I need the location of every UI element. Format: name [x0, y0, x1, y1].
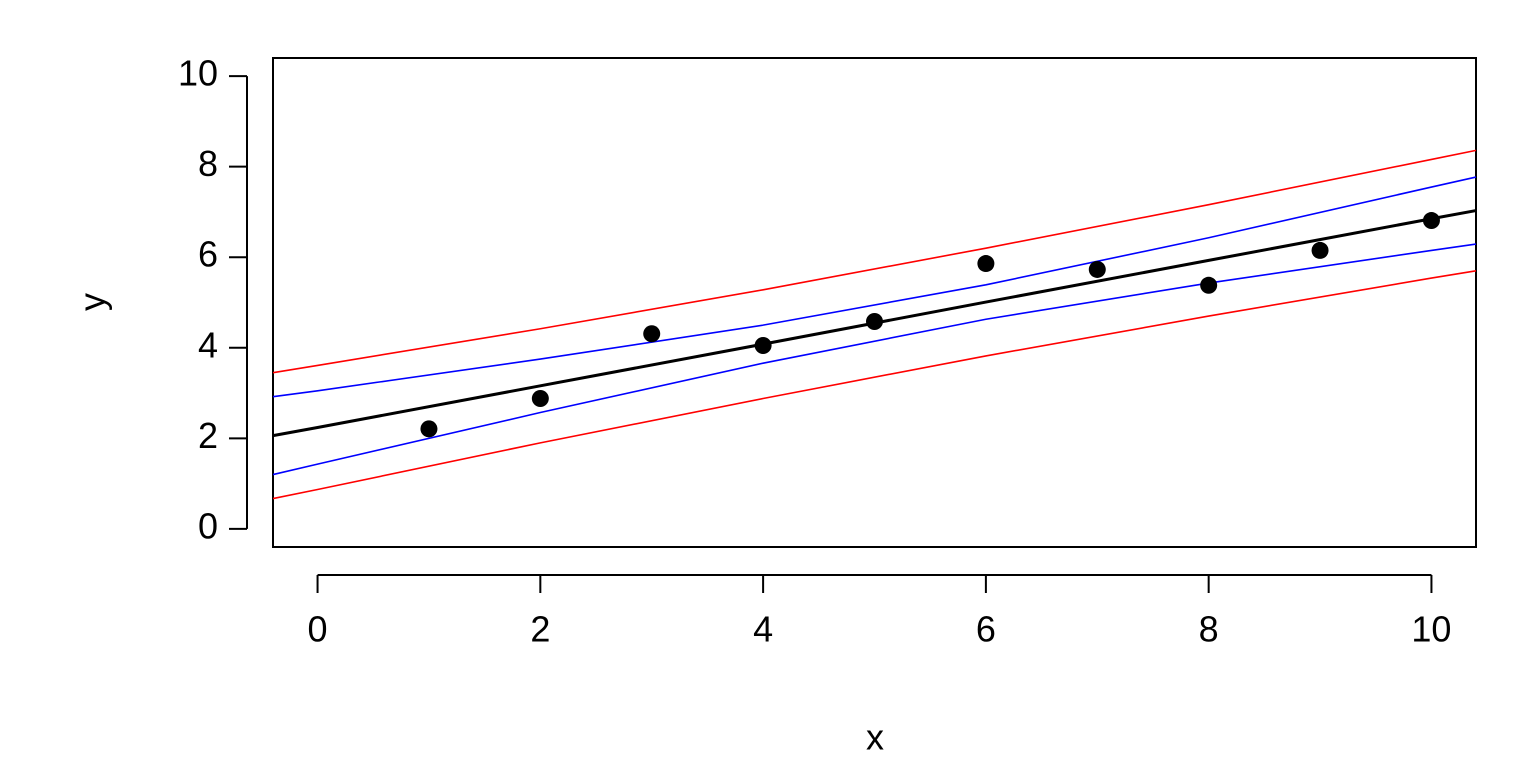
band-line	[272, 149, 1477, 374]
x-tick-label: 10	[1411, 609, 1451, 650]
y-tick-label: 6	[198, 234, 218, 275]
data-point	[977, 255, 995, 273]
data-point	[754, 337, 772, 355]
data-point	[1422, 212, 1440, 230]
data-point	[1088, 260, 1106, 278]
x-tick-label: 8	[1199, 609, 1219, 650]
data-point	[866, 313, 883, 331]
y-tick-label: 2	[198, 415, 218, 456]
x-tick-label: 0	[308, 609, 328, 650]
x-tick-label: 4	[753, 609, 773, 650]
data-point	[643, 325, 661, 343]
plot-frame	[272, 57, 1477, 548]
y-axis-label: y	[72, 293, 113, 311]
data-point	[1311, 241, 1329, 259]
x-tick-label: 2	[530, 609, 550, 650]
band-line	[272, 243, 1477, 476]
band-line	[272, 270, 1477, 500]
x-axis-label: x	[866, 717, 884, 758]
data-point	[531, 389, 549, 407]
y-tick-label: 0	[198, 505, 218, 546]
data-point	[420, 420, 438, 438]
data-point	[1200, 276, 1218, 294]
y-tick-label: 4	[198, 324, 218, 365]
x-tick-label: 6	[976, 609, 996, 650]
band-line	[272, 176, 1477, 398]
y-tick-label: 8	[198, 143, 218, 184]
y-tick-label: 10	[178, 53, 218, 94]
